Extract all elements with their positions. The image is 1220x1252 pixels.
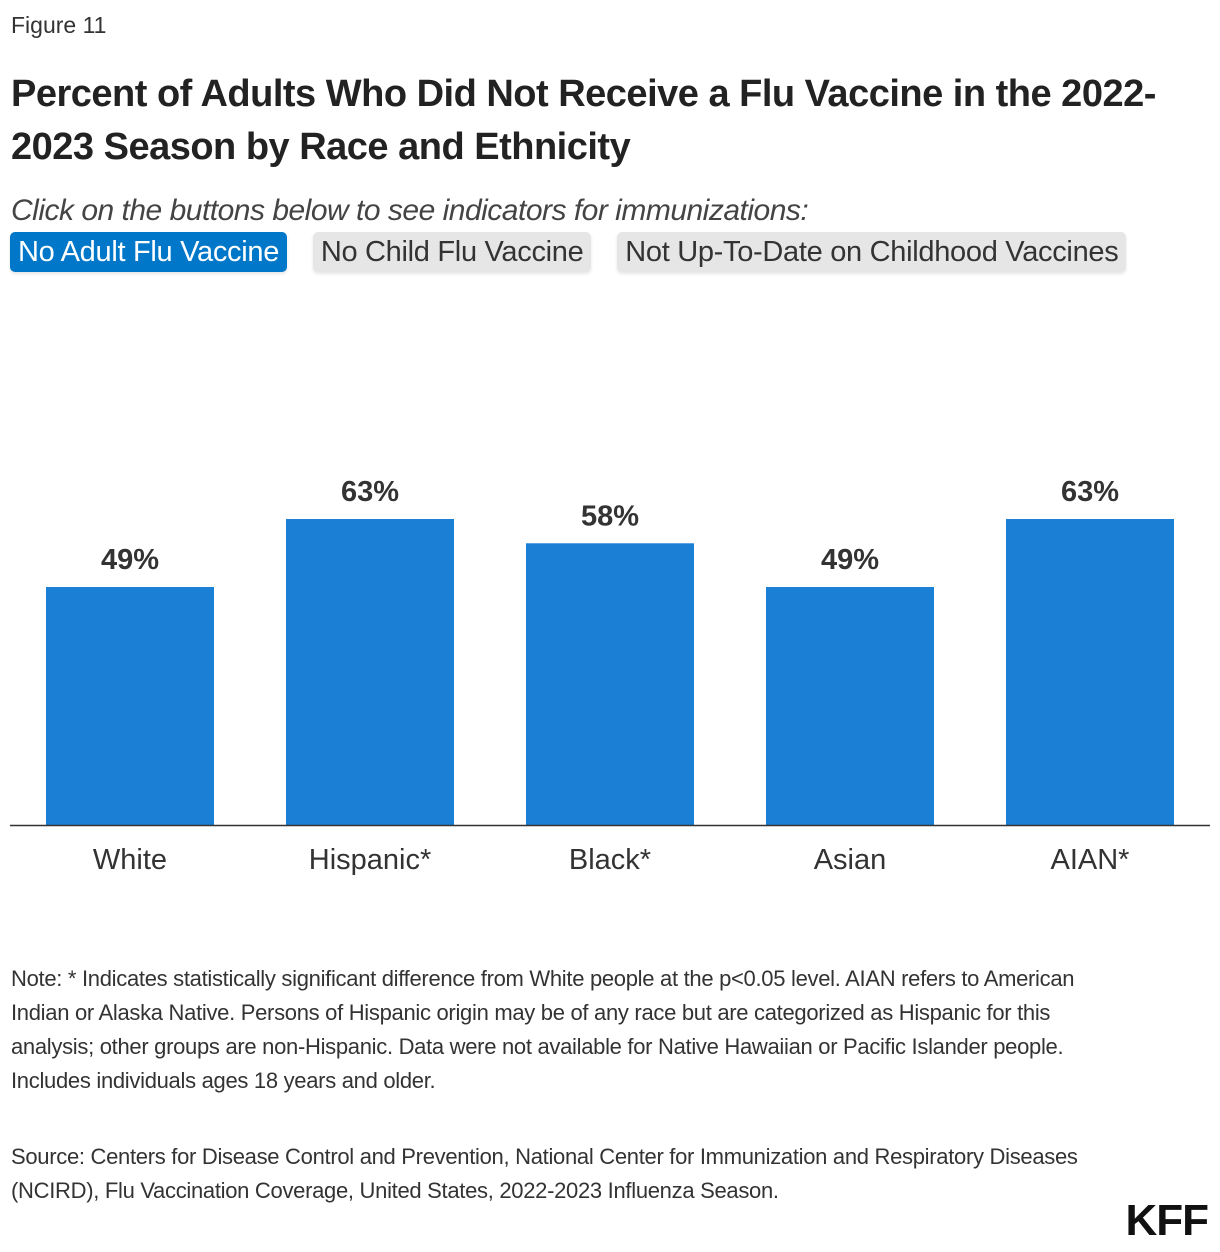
bar [1006, 519, 1174, 825]
data-label: 49% [101, 544, 159, 576]
button-no-child-flu-vaccine[interactable]: No Child Flu Vaccine [312, 232, 592, 272]
category-label: Hispanic* [309, 844, 432, 876]
data-label: 63% [1061, 476, 1119, 508]
data-label: 63% [341, 476, 399, 508]
button-not-up-to-date-childhood-vaccines[interactable]: Not Up-To-Date on Childhood Vaccines [617, 232, 1127, 272]
bar [766, 587, 934, 825]
bar-chart: 49% White 63% Hispanic* 58% Black* 49% Asian 63%… [10, 476, 1210, 876]
bar [526, 543, 694, 825]
indicator-buttons: No Adult Flu Vaccine No Child Flu Vaccin… [10, 230, 1150, 275]
bar [46, 587, 214, 825]
data-label: 49% [821, 544, 879, 576]
kff-logo: KFF [1125, 1196, 1209, 1245]
bar [286, 519, 454, 825]
note-text: Note: * Indicates statistically signific… [11, 966, 1075, 1093]
instruction-text: Click on the buttons below to see indica… [11, 194, 809, 227]
source-text: Source: Centers for Disease Control and … [11, 1144, 1078, 1203]
category-label: Black* [569, 844, 651, 876]
figure-label: Figure 11 [11, 12, 107, 38]
button-no-adult-flu-vaccine[interactable]: No Adult Flu Vaccine [10, 232, 288, 272]
category-label: White [93, 844, 167, 876]
chart-title: Percent of Adults Who Did Not Receive a … [11, 73, 1156, 168]
category-label: AIAN* [1051, 844, 1130, 876]
category-label: Asian [814, 844, 887, 876]
data-label: 58% [581, 500, 639, 532]
